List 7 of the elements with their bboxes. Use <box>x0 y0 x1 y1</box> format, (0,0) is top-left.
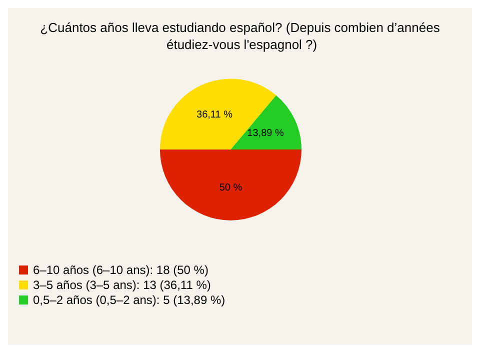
chart-title: ¿Cuántos años lleva estudiando español? (Depuis combien d’années étudiez-vous l'espagnol ?) <box>40 20 440 52</box>
data-label: 36,11 % <box>196 109 233 120</box>
data-label: 50 % <box>219 182 242 194</box>
legend-label: 0,5–2 años (0,5–2 ans): 5 (13,89 %) <box>33 293 226 307</box>
legend-label: 6–10 años (6–10 ans): 18 (50 %) <box>33 263 208 277</box>
data-label: 13,89 % <box>247 128 284 139</box>
legend-label: 3–5 años (3–5 ans): 13 (36,11 %) <box>33 278 211 292</box>
